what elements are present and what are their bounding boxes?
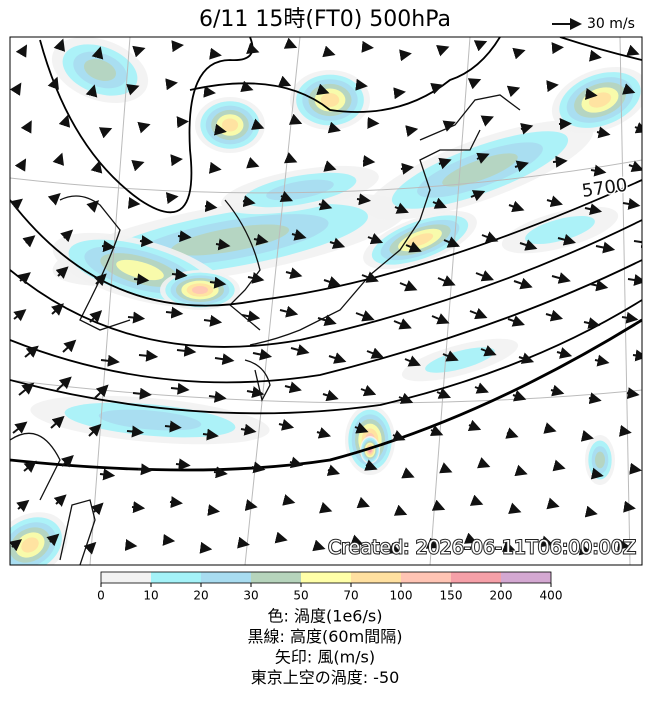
wind-arrow: [126, 545, 135, 546]
caption-line: 矢印: 風(m/s): [275, 648, 375, 667]
wind-arrow: [205, 206, 216, 207]
caption: 色: 渦度(1e6/s)黒線: 高度(60m間隔) 矢印: 風(m/s)東京上空の…: [248, 607, 403, 688]
colorbar-tick-label: 20: [193, 589, 208, 603]
wind-arrow: [134, 279, 147, 280]
wind-arrow: [358, 85, 366, 86]
colorbar-segment: [351, 572, 401, 583]
caption-line: 東京上空の渦度: -50: [251, 668, 400, 687]
colorbar-tick-label: 0: [97, 589, 105, 603]
wind-arrow: [586, 94, 596, 95]
wind-arrow: [402, 54, 410, 55]
wind-arrow: [174, 45, 182, 46]
colorbar-segment: [251, 572, 301, 583]
wind-arrow: [179, 121, 187, 122]
colorbar-tick-label: 70: [343, 589, 358, 603]
colorbar-tick-label: 150: [440, 589, 463, 603]
wind-arrow: [140, 241, 151, 242]
wind-arrow: [168, 83, 176, 84]
colorbar-tick-label: 10: [143, 589, 158, 603]
wind-arrow: [206, 92, 214, 93]
wind-arrow: [554, 47, 562, 48]
wind-arrow: [173, 159, 181, 160]
colorbar-segment: [151, 572, 201, 583]
vorticity-blob: [222, 119, 238, 132]
caption-line: 色: 渦度(1e6/s): [268, 607, 383, 626]
wind-arrow: [132, 507, 143, 508]
wind-arrow: [138, 469, 151, 470]
colorbar-tick-label: 200: [490, 589, 513, 603]
wind-arrow: [626, 507, 634, 508]
wind-arrow: [164, 540, 173, 541]
colorbar-segment: [451, 572, 501, 583]
wind-arrow: [364, 47, 372, 48]
vorticity-blob: [192, 286, 208, 294]
wind-arrow: [178, 236, 190, 237]
colorbar-segment: [101, 572, 151, 583]
wind-arrow: [102, 246, 113, 247]
caption-line: 黒線: 高度(60m間隔): [248, 627, 403, 646]
wind-arrow: [396, 92, 404, 93]
title: 6/11 15時(FT0) 500hPa: [199, 7, 451, 32]
wind-arrow: [202, 548, 210, 549]
vorticity-blob: [595, 452, 605, 469]
wind-arrow: [553, 161, 566, 162]
wind-arrow: [170, 502, 181, 503]
wind-arrow: [212, 54, 220, 55]
colorbar-tick-label: 30: [243, 589, 258, 603]
colorbar-tick-label: 100: [390, 589, 413, 603]
colorbar-segment: [301, 572, 351, 583]
colorbar-segment: [401, 572, 451, 583]
colorbar-segment: [501, 572, 551, 583]
created-stamp: Created: 2026-06-11T06:00:00Z: [328, 537, 636, 559]
wind-arrow: [208, 510, 218, 511]
colorbar-segment: [201, 572, 251, 583]
wind-arrow: [632, 469, 640, 470]
wind-scale: 30 m/s: [587, 16, 635, 32]
colorbar: 0 10 20 30 50 70 100 150 200 400: [97, 572, 562, 603]
colorbar-tick-label: 50: [293, 589, 308, 603]
colorbar-tick-label: 400: [540, 589, 563, 603]
wind-arrow: [592, 56, 600, 57]
wind-arrow: [211, 168, 220, 169]
wind-arrow: [167, 197, 177, 198]
wind-arrow: [176, 464, 189, 465]
wind-arrow: [129, 203, 138, 204]
wind-arrow: [548, 85, 557, 86]
wind-arrow: [363, 161, 373, 162]
